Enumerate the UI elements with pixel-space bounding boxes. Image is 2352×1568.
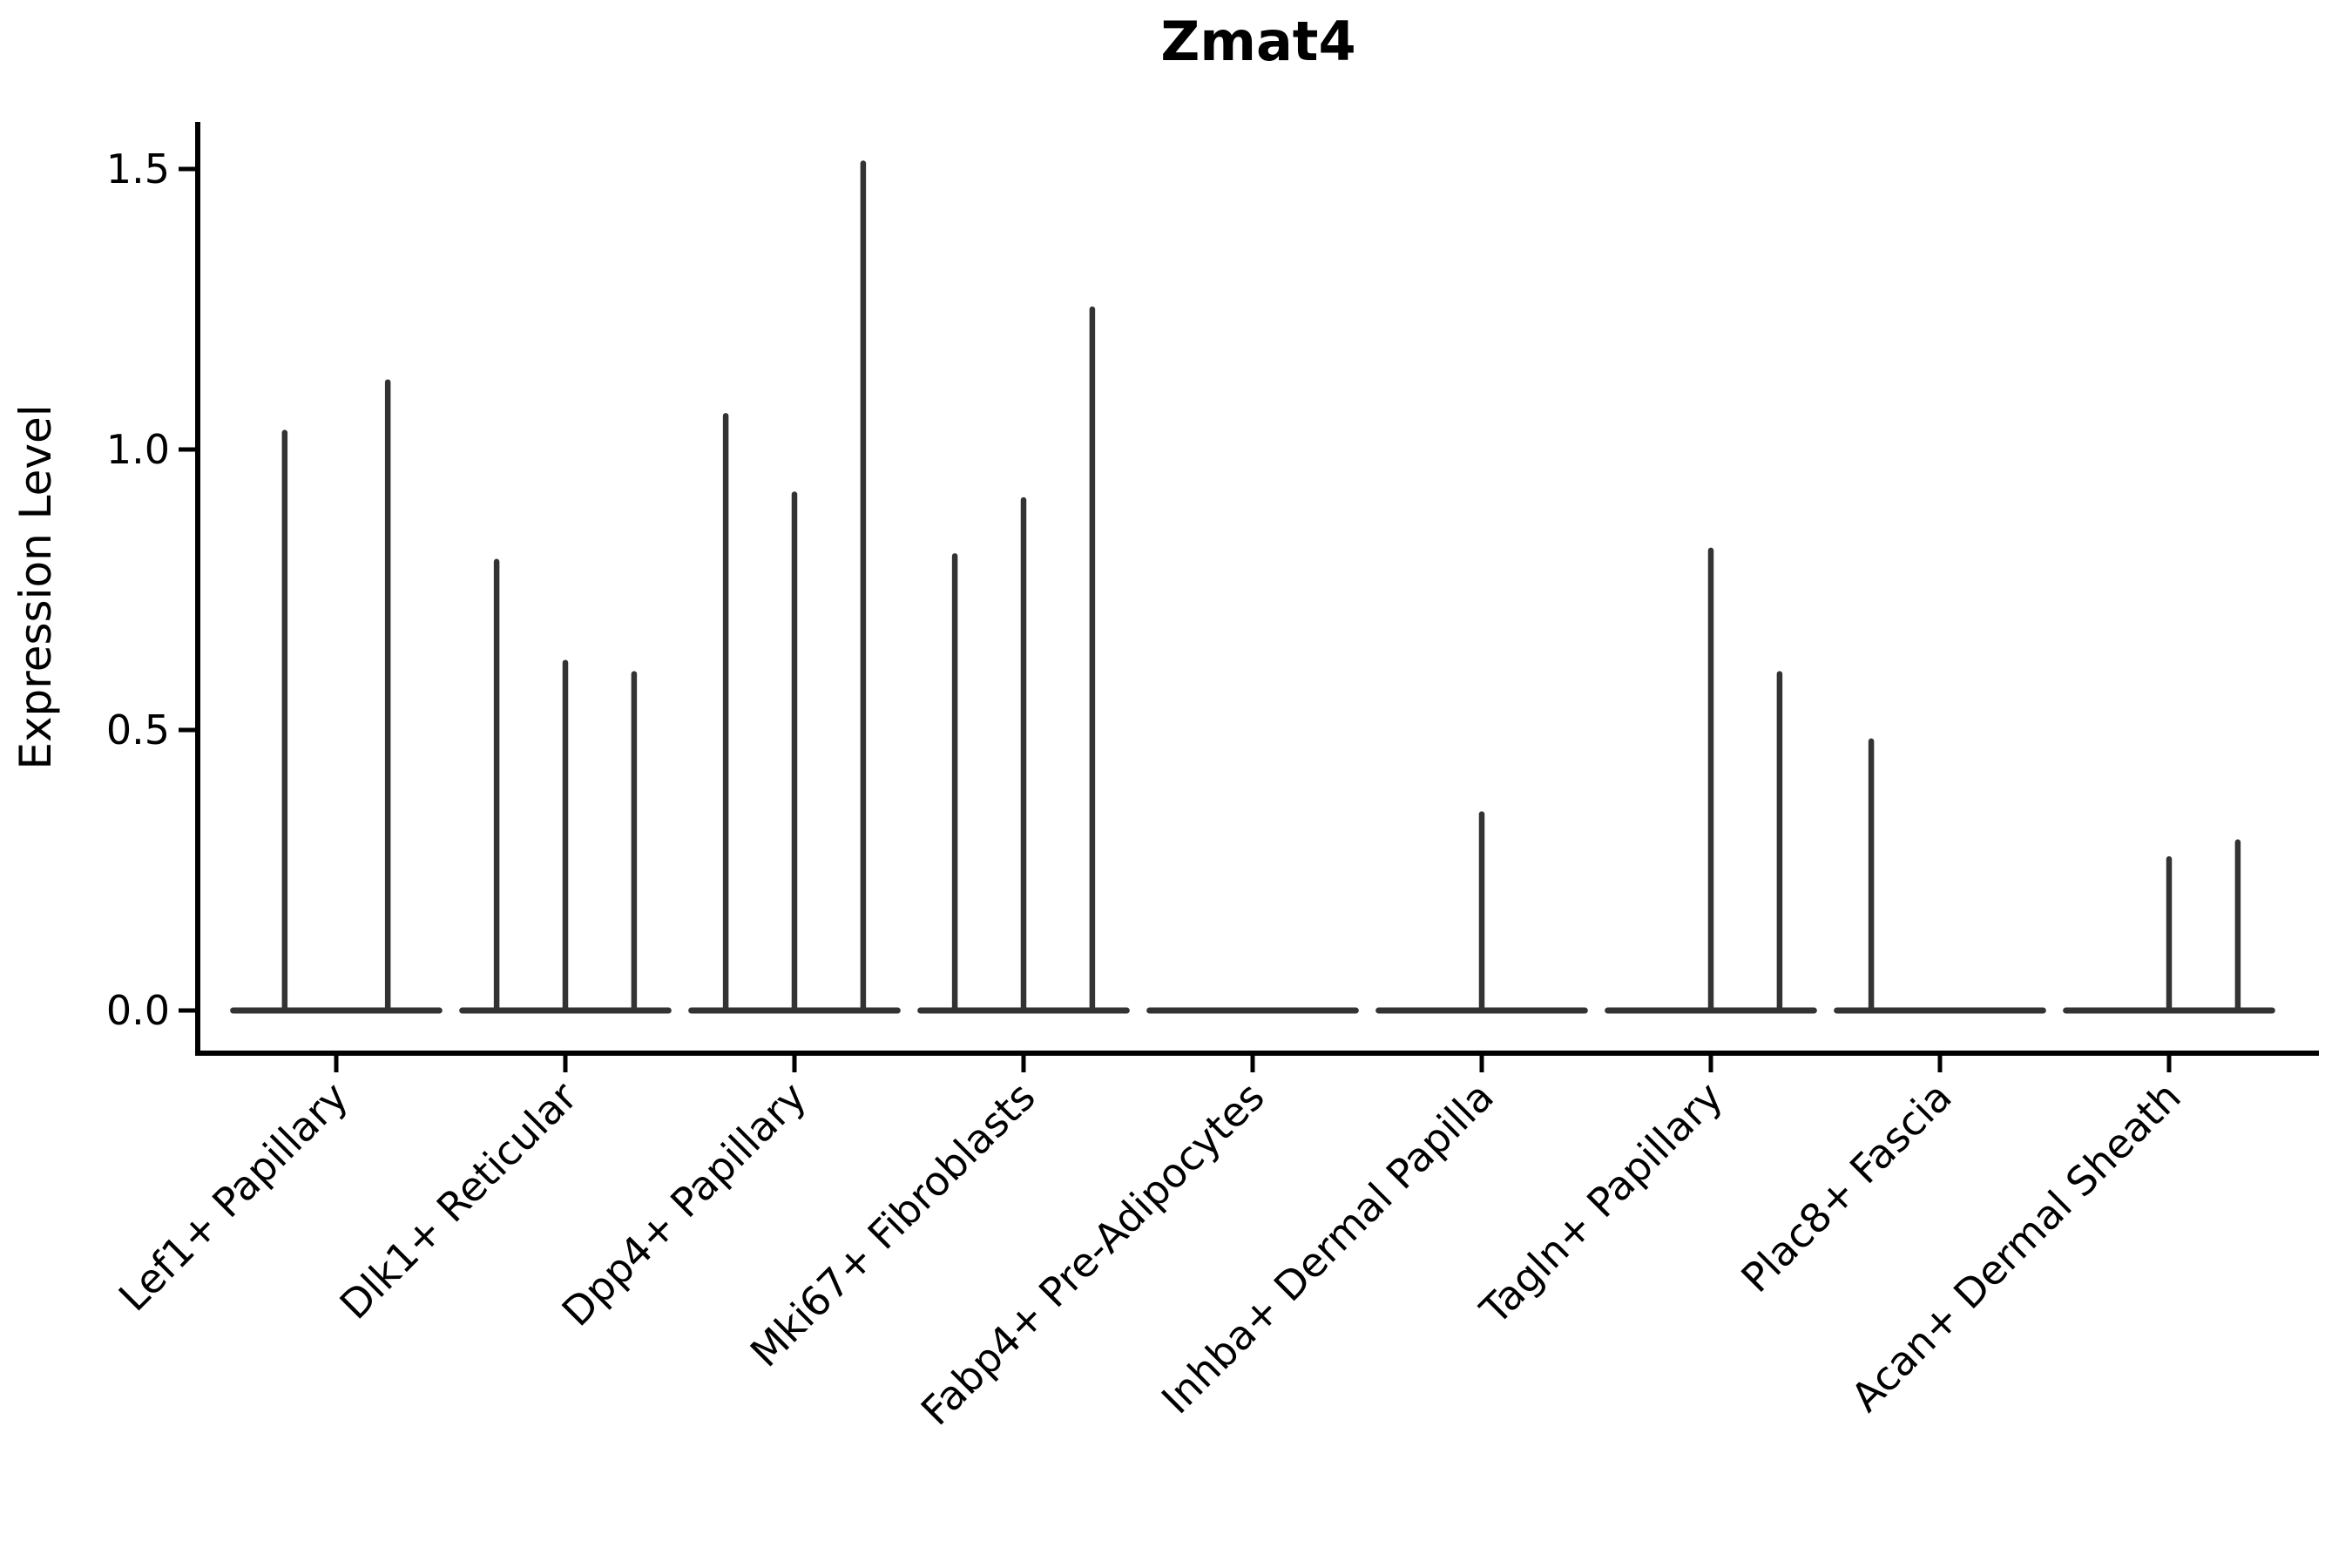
x-tick-label: Dlk1+ Reticular xyxy=(331,1073,586,1328)
y-tick-label: 0.0 xyxy=(106,987,170,1034)
x-tick-label: Plac8+ Fascia xyxy=(1732,1073,1960,1301)
y-tick-label: 1.5 xyxy=(106,145,170,193)
chart-title: Zmat4 xyxy=(1160,10,1356,73)
y-axis-label: Expression Level xyxy=(10,404,61,769)
x-tick-label: Lef1+ Papillary xyxy=(110,1073,357,1321)
x-tick-label: Dpp4+ Papillary xyxy=(553,1073,815,1335)
y-tick-label: 1.0 xyxy=(106,426,170,473)
y-tick-label: 0.5 xyxy=(106,706,170,754)
x-tick-label: Tagln+ Papillary xyxy=(1470,1073,1732,1335)
